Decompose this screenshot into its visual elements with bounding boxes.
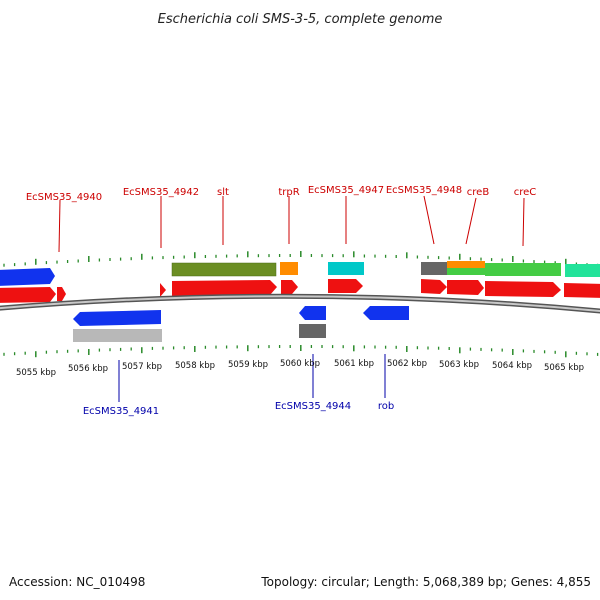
reverse-cds-arrow[interactable] [363, 306, 409, 320]
kbp-label: 5057 kbp [122, 362, 162, 372]
gene-labels-bottom: EcSMS35_4941 EcSMS35_4944 rob [83, 354, 394, 417]
gene-label[interactable]: EcSMS35_4940 [26, 192, 102, 203]
feature-light-gray-box[interactable] [73, 329, 162, 342]
forward-cds-arrow[interactable] [421, 279, 447, 294]
feature-orange-box[interactable] [280, 262, 298, 275]
kbp-scale: 5055 kbp 5056 kbp 5057 kbp 5058 kbp 5059… [16, 359, 584, 378]
reverse-cds-track [73, 306, 409, 342]
feature-orange-box-2[interactable] [447, 261, 485, 268]
feature-dark-gray-box[interactable] [299, 324, 326, 338]
feature-cyan-box[interactable] [328, 262, 364, 275]
forward-cds-arrow[interactable] [564, 283, 600, 298]
feature-gray-box[interactable] [421, 262, 447, 275]
gene-labels-top: EcSMS35_4940 EcSMS35_4942 slt trpR EcSMS… [26, 185, 537, 253]
forward-cds-arrow[interactable] [485, 281, 561, 297]
forward-cds-arrow[interactable] [0, 287, 56, 303]
reverse-cds-arrow[interactable] [299, 306, 326, 320]
gene-label[interactable]: rob [378, 401, 394, 412]
kbp-label: 5063 kbp [439, 360, 479, 370]
forward-cds-track [0, 268, 600, 303]
kbp-label: 5065 kbp [544, 363, 584, 373]
kbp-label: 5058 kbp [175, 361, 215, 371]
tick-row-bottom [3, 345, 599, 358]
map-title: Escherichia coli SMS-3-5, complete genom… [158, 12, 443, 27]
forward-cds-arrow[interactable] [328, 279, 363, 293]
kbp-label: 5062 kbp [387, 359, 427, 369]
feature-green-box-2[interactable] [447, 268, 485, 275]
forward-cds-arrow[interactable] [281, 280, 298, 294]
kbp-label: 5056 kbp [68, 364, 108, 374]
kbp-label: 5055 kbp [16, 368, 56, 378]
kbp-label: 5059 kbp [228, 360, 268, 370]
feature-green-box[interactable] [485, 263, 561, 276]
gene-label[interactable]: EcSMS35_4947 [308, 185, 384, 196]
feature-olive-box[interactable] [171, 262, 277, 277]
forward-cds-arrow[interactable] [172, 280, 277, 296]
gene-label[interactable]: EcSMS35_4944 [275, 401, 351, 412]
forward-cds-arrow[interactable] [447, 280, 484, 295]
gene-label[interactable]: creB [467, 187, 490, 198]
reverse-cds-arrow[interactable] [73, 310, 161, 326]
gene-label[interactable]: slt [217, 187, 229, 198]
genome-summary-text: Topology: circular; Length: 5,068,389 bp… [260, 575, 591, 589]
kbp-label: 5061 kbp [334, 359, 374, 369]
kbp-label: 5060 kbp [280, 359, 320, 369]
blue-gene-arrow-left[interactable] [0, 268, 55, 286]
feature-teal-box[interactable] [565, 264, 600, 277]
tick-row-top [3, 251, 599, 267]
kbp-label: 5064 kbp [492, 361, 532, 371]
feature-track-upper [171, 261, 600, 277]
gene-label[interactable]: EcSMS35_4941 [83, 406, 159, 417]
accession-text: Accession: NC_010498 [9, 575, 145, 589]
gene-label[interactable]: EcSMS35_4942 [123, 187, 199, 198]
gene-label[interactable]: trpR [278, 187, 299, 198]
genome-backbone-highlight [0, 295, 600, 313]
gene-label[interactable]: creC [514, 187, 537, 198]
forward-cds-arrow[interactable] [160, 283, 166, 297]
forward-cds-arrow[interactable] [57, 287, 66, 301]
gene-label[interactable]: EcSMS35_4948 [386, 185, 462, 196]
